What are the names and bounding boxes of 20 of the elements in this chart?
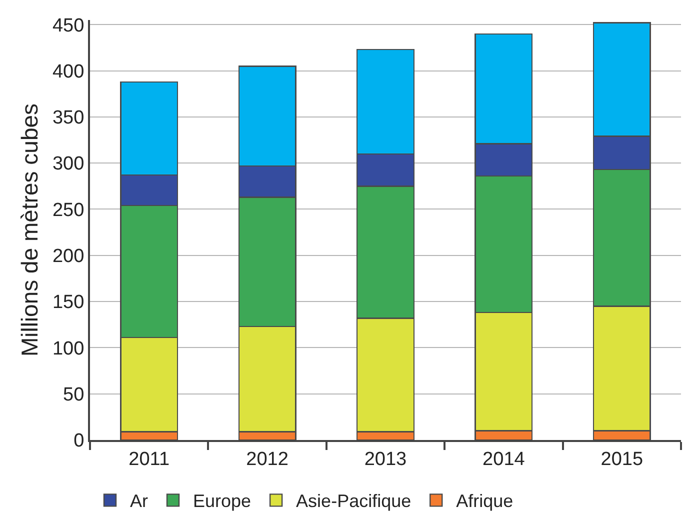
legend-label: Ar: [130, 491, 148, 512]
legend-label: Afrique: [456, 491, 514, 512]
x-tick-label: 2011: [128, 448, 170, 470]
legend-label: Europe: [193, 491, 252, 512]
y-tick-label: 100: [52, 338, 84, 360]
y-tick-label: 50: [63, 384, 84, 406]
legend-label: Asie-Pacifique: [296, 491, 412, 512]
y-tick-label: 250: [52, 200, 84, 221]
y-tick-label: 350: [52, 108, 84, 129]
y-tick-label: 150: [52, 292, 84, 314]
x-tick-label: 2012: [246, 448, 288, 470]
x-tick-label: 2013: [364, 448, 407, 470]
y-axis-title: Millions de mètres cubes: [16, 103, 42, 357]
x-tick-label: 2015: [600, 448, 644, 470]
y-tick-label: 200: [52, 246, 84, 268]
y-tick-label: 400: [52, 61, 84, 82]
y-tick-label: 450: [52, 15, 84, 36]
x-tick-label: 2014: [482, 448, 526, 470]
y-tick-label: 0: [74, 430, 84, 452]
y-tick-label: 300: [52, 154, 84, 175]
